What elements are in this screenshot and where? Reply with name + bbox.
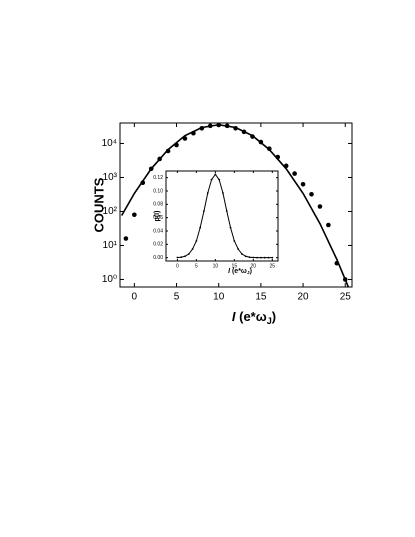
point [271, 256, 274, 259]
x-axis-label-part: ) [272, 309, 276, 324]
point [248, 256, 251, 259]
point [222, 192, 224, 194]
point [132, 212, 137, 218]
point [292, 171, 297, 176]
point [241, 253, 243, 255]
point [214, 173, 217, 176]
x-tick-label: 10 [213, 263, 219, 269]
point [237, 248, 240, 250]
point [218, 178, 221, 181]
x-axis-label-part: (e*ω [236, 309, 267, 324]
y-tick-label: 10⁴ [102, 138, 117, 149]
x-axis-label: I (e*ωJ) [228, 268, 252, 277]
y-axis-label: p(I) [154, 211, 161, 222]
point [187, 253, 190, 255]
y-tick-label: 0.08 [153, 202, 163, 208]
point [225, 210, 228, 212]
y-tick-label: 0.12 [153, 175, 163, 181]
point [300, 181, 306, 187]
point [176, 256, 179, 259]
point [199, 226, 202, 229]
point [229, 226, 232, 229]
y-tick-label: 10⁰ [102, 274, 117, 285]
point [260, 256, 262, 259]
line [120, 123, 350, 287]
point [326, 222, 331, 228]
point [252, 256, 255, 259]
point [263, 256, 266, 259]
y-tick-label: 0.00 [153, 255, 163, 261]
point [184, 255, 186, 258]
y-tick-label: 10² [103, 206, 118, 217]
x-tick-label: 15 [255, 292, 267, 303]
y-tick-label: 0.04 [153, 228, 163, 234]
point [317, 204, 323, 209]
point [123, 236, 129, 241]
y-tick-label: 0.06 [153, 215, 163, 221]
point [203, 210, 205, 212]
point [210, 178, 213, 181]
point [256, 256, 259, 259]
point [267, 256, 270, 259]
x-tick-label: 0 [176, 263, 179, 269]
x-tick-label: 0 [132, 292, 138, 303]
point [233, 240, 236, 242]
x-tick-label: 25 [270, 263, 276, 269]
point [206, 192, 209, 194]
point [195, 240, 198, 242]
y-axis-label: COUNTS [91, 177, 106, 232]
x-tick-label: 5 [195, 263, 198, 269]
point [180, 256, 183, 259]
x-tick-label: 20 [298, 292, 310, 303]
y-tick-label: 0.10 [153, 188, 163, 194]
x-tick-label: 25 [340, 292, 352, 303]
x-axis-label-part: J [247, 270, 250, 276]
y-tick-label: 0.02 [153, 242, 163, 248]
x-tick-label: 10 [213, 292, 225, 303]
x-tick-label: 5 [174, 292, 180, 303]
y-tick-label: 10³ [103, 172, 118, 183]
x-tick-label: 20 [251, 263, 257, 269]
x-axis-label-part: I [232, 309, 236, 324]
y-tick-label: 10¹ [103, 240, 118, 251]
point [309, 191, 314, 197]
x-axis-label-part: J [267, 316, 272, 326]
x-axis-label: I (e*ωJ) [232, 309, 276, 326]
x-axis-label-part: (e*ω [230, 268, 247, 275]
point [244, 255, 247, 258]
x-tick-label: 15 [232, 263, 238, 269]
point [191, 248, 194, 250]
x-axis-label-part: ) [250, 268, 252, 275]
chart: 0 5 10 15 20 25 0.00 0.02 0.04 0.06 0.08 0.10 0.12 p(… [153, 170, 279, 277]
x-axis-label-part: I [228, 268, 231, 275]
plot-area [165, 170, 279, 262]
